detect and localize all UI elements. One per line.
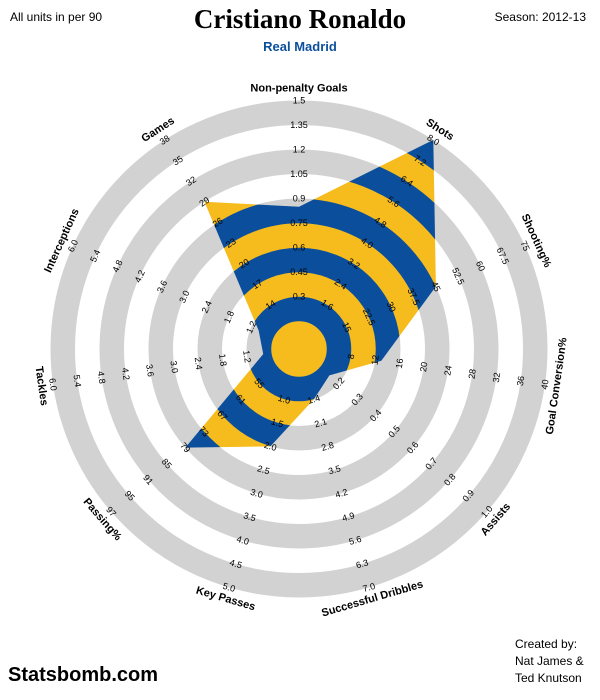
brand-logo-text: Statsbomb.com <box>8 664 159 686</box>
tick-label: 1.4 <box>306 393 321 406</box>
tick-label: 2.0 <box>263 440 278 453</box>
tick-label: 40 <box>539 379 550 390</box>
data-band <box>185 198 436 448</box>
tick-label: 1.5 <box>270 416 285 429</box>
tick-label: 2.5 <box>256 463 271 476</box>
tick-label: 24 <box>442 365 453 376</box>
tick-label: 2.4 <box>200 299 214 315</box>
axis-label: Non-penalty Goals <box>250 83 347 95</box>
tick-label: 85 <box>160 457 174 471</box>
tick-label: 1.05 <box>290 169 308 179</box>
tick-label: 97 <box>104 505 118 519</box>
tick-label: 1.2 <box>293 145 306 155</box>
tick-label: 35 <box>171 154 185 168</box>
tick-label: 4.9 <box>341 510 356 523</box>
tick-label: 4.5 <box>228 557 243 570</box>
tick-label: 1.8 <box>217 353 229 367</box>
tick-label: 3.6 <box>144 364 156 378</box>
tick-label: 23 <box>224 236 238 250</box>
tick-label: 36 <box>515 375 526 386</box>
tick-label: 0.75 <box>290 218 308 228</box>
tick-label: 55 <box>252 376 266 390</box>
tick-label: 1.2 <box>241 350 253 364</box>
tick-label: 8 <box>346 353 357 359</box>
tick-label: 1.8 <box>222 309 236 325</box>
tick-label: 3.0 <box>168 360 180 374</box>
tick-label: 4.2 <box>120 367 132 381</box>
tick-label: 75 <box>518 239 531 252</box>
tick-label: 2.8 <box>320 440 335 453</box>
tick-label: 0.45 <box>290 267 308 277</box>
tick-label: 79 <box>178 440 192 454</box>
tick-label: 5.4 <box>71 374 83 388</box>
tick-label: 17 <box>250 277 264 291</box>
tick-label: 12 <box>369 354 380 365</box>
tick-label: 1.35 <box>290 120 308 130</box>
team-name: Real Madrid <box>263 39 337 54</box>
tick-label: 4.8 <box>110 258 124 274</box>
tick-label: 38 <box>158 133 172 147</box>
credits-line: Nat James & <box>515 654 584 668</box>
tick-label: 1.0 <box>277 393 292 406</box>
tick-label: 3.0 <box>249 487 264 500</box>
tick-label: 20 <box>237 257 251 271</box>
tick-label: 30 <box>385 300 398 313</box>
tick-label: 6.0 <box>66 238 80 254</box>
tick-label: 29 <box>197 195 211 209</box>
tick-label: 5.4 <box>88 248 102 264</box>
tick-label: 0.3 <box>293 292 306 302</box>
tick-label: 6.3 <box>355 557 370 570</box>
tick-label: 14 <box>264 298 278 312</box>
tick-label: 1.5 <box>293 96 306 106</box>
units-note: All units in per 90 <box>10 10 103 24</box>
tick-label: 20 <box>418 361 429 372</box>
tick-label: 3.6 <box>155 279 169 295</box>
player-name: Cristiano Ronaldo <box>193 4 407 34</box>
tick-label: 32 <box>491 372 502 383</box>
tick-label: 3.5 <box>242 510 257 523</box>
tick-label: 60 <box>474 259 487 272</box>
tick-label: 15 <box>340 321 353 334</box>
tick-label: 4.2 <box>133 269 147 285</box>
tick-label: 4.2 <box>334 487 349 500</box>
tick-label: 61 <box>234 392 248 406</box>
tick-label: 4.0 <box>235 534 250 547</box>
tick-labels: 0.30.450.60.750.91.051.21.351.51.62.43.2… <box>47 96 550 594</box>
axis-label: Tackles <box>32 366 50 407</box>
tick-label: 4.8 <box>96 371 108 385</box>
grey-ring <box>50 100 548 598</box>
tick-label: 7.0 <box>362 581 377 594</box>
tick-label: 5.0 <box>222 581 237 594</box>
tick-label: 0.9 <box>293 194 306 204</box>
tick-label: 2.1 <box>313 416 328 429</box>
tick-label: 32 <box>184 174 198 188</box>
tick-label: 1.2 <box>244 319 258 335</box>
tick-label: 3.0 <box>177 289 191 305</box>
tick-label: 45 <box>429 280 442 293</box>
tick-label: 16 <box>394 358 405 369</box>
center-disc <box>271 321 327 377</box>
tick-label: 3.5 <box>327 463 342 476</box>
tick-label: 73 <box>197 424 211 438</box>
tick-label: 26 <box>211 215 225 229</box>
tick-label: 95 <box>123 489 137 503</box>
credits: Created by: Nat James & Ted Knutson <box>515 636 584 687</box>
credits-line: Created by: <box>515 637 578 651</box>
tick-label: 91 <box>141 473 155 487</box>
tick-label: 28 <box>467 368 478 379</box>
tick-label: 67 <box>215 408 229 422</box>
tick-label: 2.4 <box>193 357 205 371</box>
credits-line: Ted Knutson <box>515 671 582 685</box>
season-label: Season: 2012-13 <box>494 10 586 24</box>
tick-label: 5.6 <box>348 534 363 547</box>
tick-label: 0.6 <box>293 243 306 253</box>
tick-label: 6.0 <box>47 378 59 392</box>
grey-ring <box>99 149 499 549</box>
